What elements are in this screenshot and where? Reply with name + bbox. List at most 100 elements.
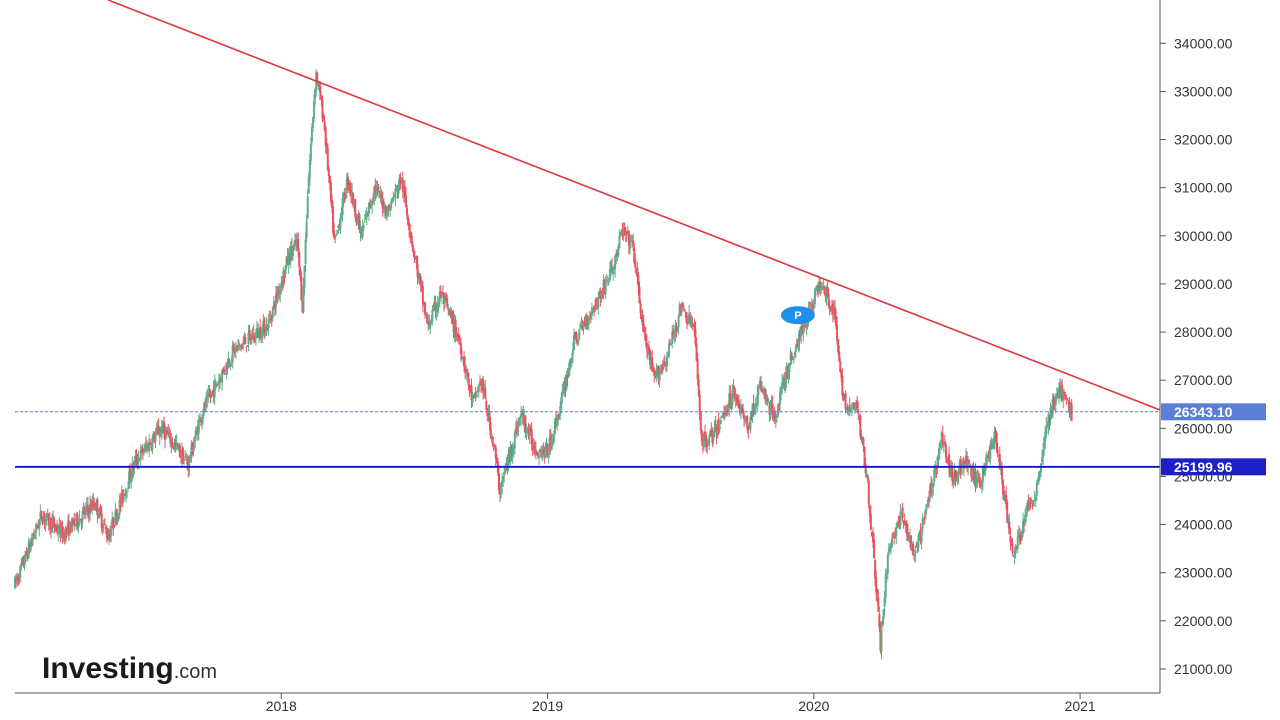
- candle-body: [551, 439, 554, 443]
- candle-body: [492, 444, 495, 446]
- candle-body: [158, 433, 161, 438]
- candle-body: [337, 225, 340, 228]
- candle-body: [333, 230, 336, 238]
- y-tick-label: 21000.00: [1174, 661, 1233, 677]
- candle-body: [540, 450, 543, 457]
- candle-body: [18, 579, 21, 581]
- candle-body: [420, 283, 423, 289]
- candle-body: [469, 385, 472, 388]
- candle-body: [849, 409, 852, 411]
- candle-body: [1007, 519, 1010, 522]
- candle-body: [580, 325, 583, 328]
- candle-body: [806, 322, 809, 327]
- candle-body: [921, 517, 924, 529]
- candle-body: [688, 313, 691, 322]
- candle-body: [698, 394, 701, 415]
- candle-body: [318, 84, 321, 87]
- candle-body: [241, 344, 244, 349]
- candle-body: [1017, 533, 1020, 536]
- candle-body: [412, 248, 415, 253]
- candle-body: [85, 504, 88, 508]
- candle-body: [673, 332, 676, 337]
- candle-body: [507, 453, 510, 467]
- candle-body: [954, 470, 957, 480]
- candle-body: [618, 236, 621, 249]
- candle-body: [348, 185, 351, 191]
- candle-body: [326, 147, 329, 170]
- candle-body: [494, 446, 497, 459]
- candle-body: [141, 448, 144, 454]
- candle-body: [936, 456, 939, 469]
- candle-body: [802, 327, 805, 334]
- candle-body: [1062, 391, 1065, 401]
- candle-body: [609, 265, 612, 272]
- candle-body: [43, 514, 46, 522]
- candle-body: [756, 386, 759, 405]
- candle-body: [148, 441, 151, 452]
- candle-body: [118, 499, 121, 515]
- candle-body: [715, 428, 718, 438]
- candle-body: [719, 420, 722, 425]
- y-tick-label: 34000.00: [1174, 35, 1233, 51]
- candle-body: [22, 557, 25, 566]
- candle-body: [240, 345, 243, 348]
- candle-body: [302, 284, 305, 312]
- candle-body: [742, 408, 745, 415]
- candle-body: [370, 203, 373, 206]
- candle-body: [463, 357, 466, 367]
- candle-body: [479, 382, 482, 386]
- candle-body: [908, 536, 911, 541]
- candle-body: [578, 329, 581, 339]
- pin-annotation[interactable]: P: [780, 306, 815, 325]
- candle-body: [590, 307, 593, 316]
- candle-body: [1016, 536, 1019, 549]
- candle-body: [893, 537, 896, 539]
- candle-body: [472, 395, 475, 398]
- candle-body: [445, 295, 448, 300]
- candle-body: [829, 306, 832, 312]
- candle-body: [81, 510, 84, 521]
- candle-body: [763, 389, 766, 391]
- candle-body: [746, 415, 749, 429]
- candle-body: [269, 317, 272, 319]
- candle-body: [388, 205, 391, 210]
- candle-body: [559, 406, 562, 416]
- candle-body: [238, 342, 241, 346]
- candle-body: [1014, 546, 1017, 554]
- candle-body: [117, 514, 120, 516]
- candle-body: [459, 343, 462, 355]
- candle-body: [671, 331, 674, 344]
- y-tick-label: 22000.00: [1174, 613, 1233, 629]
- candle-body: [33, 534, 36, 537]
- candle-body: [382, 206, 385, 210]
- candle-body: [475, 394, 478, 397]
- candle-body: [436, 304, 439, 311]
- candle-body: [582, 322, 585, 329]
- candle-body: [292, 244, 295, 251]
- candle-body: [767, 402, 770, 404]
- candle-body: [258, 329, 261, 339]
- candle-body: [149, 442, 152, 445]
- candle-body: [687, 318, 690, 322]
- candle-body: [344, 195, 347, 198]
- candle-body: [989, 444, 992, 460]
- candle-body: [848, 404, 851, 412]
- candle-body: [1032, 500, 1035, 507]
- candle-body: [441, 292, 444, 294]
- candle-body: [14, 578, 16, 588]
- candle-body: [690, 319, 693, 327]
- candle-body: [591, 307, 594, 309]
- candle-body: [1001, 480, 1004, 495]
- candle-body: [812, 303, 815, 309]
- candle-body: [512, 447, 515, 450]
- candle-body: [127, 487, 130, 489]
- candle-body: [308, 160, 311, 179]
- candle-body: [964, 455, 967, 465]
- candle-body: [44, 518, 47, 524]
- candle-body: [142, 452, 145, 454]
- candle-body: [999, 466, 1002, 471]
- candle-body: [738, 408, 741, 413]
- candle-body: [1067, 402, 1070, 404]
- candle-body: [691, 322, 694, 324]
- candle-body: [1043, 437, 1046, 448]
